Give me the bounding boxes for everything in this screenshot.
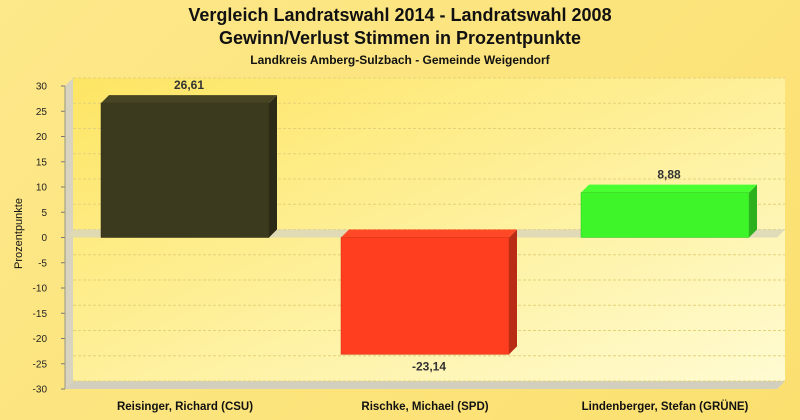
y-tick-label: 0 [41,233,47,244]
data-label: -23,14 [412,359,446,373]
x-tick-label: Lindenberger, Stefan (GRÜNE) [582,400,749,413]
y-tick-label: -10 [33,284,48,295]
bar [100,102,270,238]
chart-title-line2: Gewinn/Verlust Stimmen in Prozentpunkte [218,28,582,48]
x-tick-label: Rischke, Michael (SPD) [361,401,488,413]
y-tick-label: 20 [36,132,48,143]
bar-side [749,184,757,238]
bar-side [269,95,277,238]
y-tick-label: 5 [41,208,47,219]
bar-top [341,229,517,238]
y-tick-label: -30 [33,385,48,396]
y-tick-label: 15 [36,157,48,168]
y-tick-label: 30 [36,82,48,93]
y-tick-label: -20 [33,334,48,345]
y-axis-label: Prozentpunkte [13,198,25,269]
bar-side [509,229,517,355]
chart-subtitle: Landkreis Amberg-Sulzbach - Gemeinde Wei… [250,53,550,67]
bar [580,192,750,238]
chart-title: Vergleich Landratswahl 2014 - Landratswa… [188,5,612,25]
bar-top [581,184,757,193]
data-label: 26,61 [174,78,204,92]
y-tick-label: -25 [33,359,48,370]
plot-floor [65,381,785,389]
y-tick-label: -5 [38,258,47,269]
y-tick-label: -15 [33,309,48,320]
y-tick-label: 10 [36,183,48,194]
bar [340,237,510,355]
y-tick-label: 25 [36,107,48,118]
x-tick-label: Reisinger, Richard (CSU) [117,401,253,413]
data-label: 8,88 [657,168,681,182]
bar-top [101,95,277,104]
